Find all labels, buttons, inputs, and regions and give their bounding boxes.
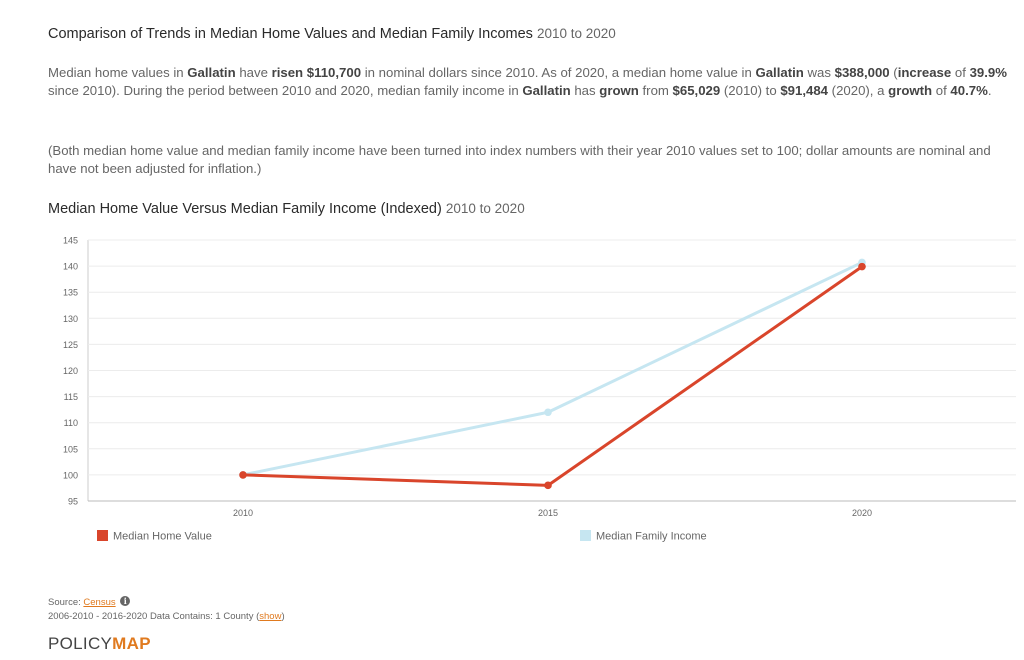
summary-income-2020: $91,484 [780, 83, 829, 98]
x-tick-label: 2015 [538, 508, 558, 518]
y-tick-label: 110 [64, 418, 78, 428]
data-point-home-value [858, 262, 866, 271]
summary-income-2010: $65,029 [672, 83, 721, 98]
summary-increase-word: increase [897, 65, 952, 80]
y-tick-label: 130 [63, 314, 78, 324]
summary-text: from [638, 83, 673, 98]
source-line: Source: Census i [48, 596, 285, 608]
summary-paragraph: Median home values in Gallatin have rise… [48, 64, 1008, 100]
summary-text: was [803, 65, 835, 80]
legend-swatch-family-income [580, 530, 591, 541]
summary-value-2020: $388,000 [834, 65, 890, 80]
data-point-family-income [544, 408, 552, 417]
show-link[interactable]: show [259, 611, 282, 622]
page-title-range: 2010 to 2020 [536, 26, 616, 41]
chart-title-text: Median Home Value Versus Median Family I… [48, 201, 442, 217]
summary-place: Gallatin [755, 65, 804, 80]
legend-swatch-home-value [97, 530, 108, 541]
series-line-home-value [242, 265, 863, 487]
y-tick-label: 120 [63, 366, 78, 376]
summary-text: (2010) to [720, 83, 781, 98]
data-range-close: ) [281, 611, 285, 622]
summary-grown: grown [599, 83, 639, 98]
summary-text: (2020), a [828, 83, 889, 98]
footer: Source: Census i 2006-2010 - 2016-2020 D… [48, 596, 285, 622]
summary-text: in nominal dollars since 2010. As of 202… [361, 65, 756, 80]
summary-text: ( [889, 65, 898, 80]
summary-text: of [951, 65, 970, 80]
summary-growth-word: growth [888, 83, 933, 98]
legend-label-home-value: Median Home Value [113, 531, 212, 543]
index-note: (Both median home value and median famil… [48, 143, 991, 176]
summary-text: . [987, 83, 992, 98]
line-chart: 95 100 105 110 115 120 125 130 135 140 145 2010 2015… [63, 236, 1016, 543]
y-tick-label: 115 [64, 392, 78, 402]
chart-title: Median Home Value Versus Median Family I… [48, 201, 525, 217]
chart-subtitle: 2010 to 2020 [445, 201, 525, 216]
y-tick-label: 135 [63, 288, 78, 298]
y-tick-label: 125 [63, 340, 78, 350]
data-point-home-value [544, 481, 552, 490]
data-range-text: 2006-2010 - 2016-2020 Data Contains: 1 C… [48, 611, 260, 622]
summary-growth-pct: 40.7% [950, 83, 988, 98]
summary-place: Gallatin [522, 83, 571, 98]
summary-text: have [235, 65, 272, 80]
series-line-family-income [242, 261, 863, 477]
summary-increase-pct: 39.9% [969, 65, 1007, 80]
page-title-text: Comparison of Trends in Median Home Valu… [48, 26, 533, 42]
summary-text: since 2010). During the period between 2… [48, 83, 523, 98]
data-range-line: 2006-2010 - 2016-2020 Data Contains: 1 C… [48, 611, 285, 622]
policymap-logo: POLICYMAP [48, 634, 151, 654]
info-icon[interactable]: i [120, 596, 131, 606]
logo-part-policy: POLICY [48, 634, 113, 653]
x-tick-label: 2010 [233, 508, 253, 518]
summary-risen: risen $110,700 [271, 65, 362, 80]
data-point-home-value [239, 471, 247, 479]
y-tick-label: 105 [63, 444, 78, 454]
summary-text: of [932, 83, 951, 98]
summary-text: Median home values in [48, 65, 188, 80]
legend-label-family-income: Median Family Income [596, 531, 707, 543]
x-tick-label: 2020 [852, 508, 872, 518]
page-title: Comparison of Trends in Median Home Valu… [48, 26, 616, 42]
y-tick-label: 145 [63, 236, 78, 246]
census-link[interactable]: Census [83, 597, 116, 608]
source-label: Source: [48, 597, 84, 608]
summary-place: Gallatin [187, 65, 236, 80]
logo-part-map: MAP [112, 634, 151, 653]
y-tick-label: 140 [63, 262, 78, 272]
y-tick-label: 95 [68, 497, 78, 507]
y-tick-label: 100 [63, 470, 78, 480]
summary-text: has [570, 83, 600, 98]
